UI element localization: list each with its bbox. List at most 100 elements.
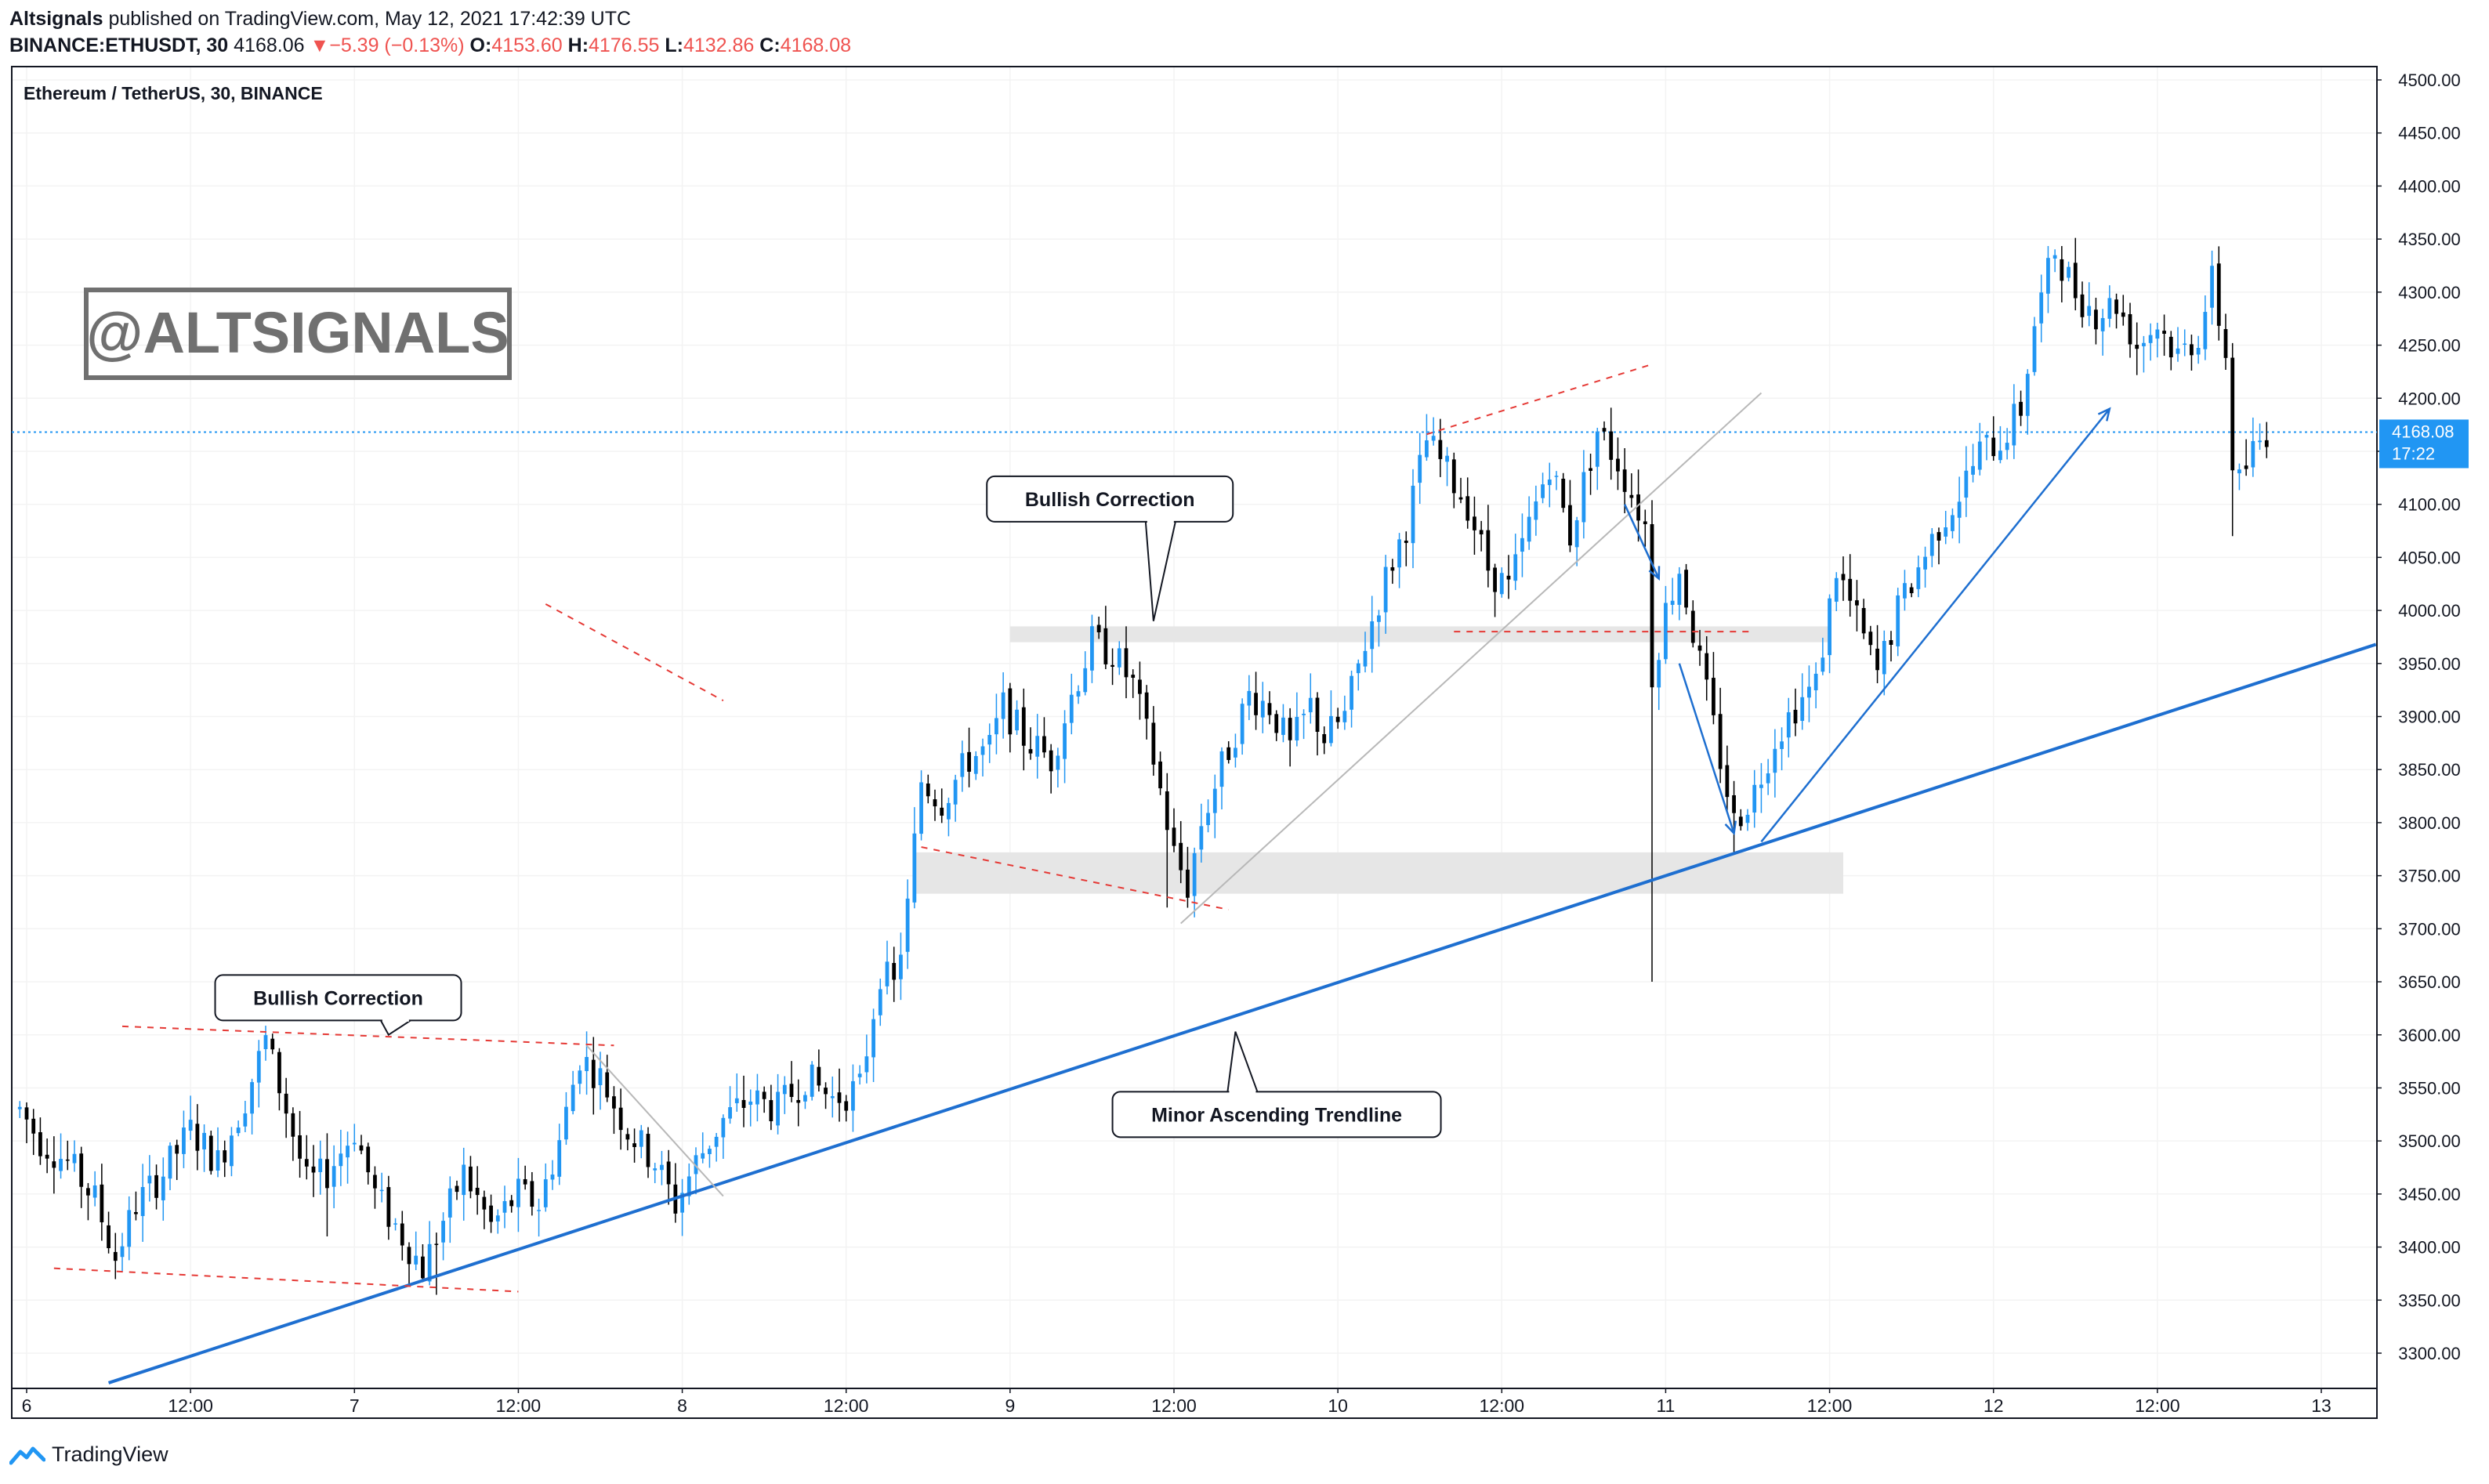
candle-body (1342, 711, 1347, 722)
watermark: @ALTSIGNALS (84, 288, 512, 380)
candle-body (1697, 645, 1702, 651)
published-text: published on TradingView.com, May 12, 20… (108, 8, 632, 30)
candle-body (1903, 583, 1907, 599)
y-tick-label: 3750.00 (2398, 867, 2461, 886)
y-tick-label: 3400.00 (2398, 1238, 2461, 1258)
candle-body (1158, 761, 1162, 789)
callouts: Bullish Correction Bullish Correction Mino… (214, 475, 1442, 1138)
y-tick-label: 4100.00 (2398, 495, 2461, 515)
candle-body (1090, 626, 1094, 671)
candle-body (2060, 259, 2064, 281)
arrow-head-icon (2097, 407, 2111, 422)
candle-body (2176, 348, 2180, 354)
candle-body (346, 1146, 350, 1158)
candle-body (844, 1101, 849, 1111)
candle-body (236, 1127, 241, 1134)
y-tick-label: 3600.00 (2398, 1026, 2461, 1045)
tradingview-brand[interactable]: TradingView (52, 1442, 168, 1466)
candle-body (1110, 664, 1114, 667)
candle-body (1049, 750, 1053, 772)
candle-body (1335, 716, 1340, 722)
candle-body (1745, 814, 1750, 823)
publisher-name[interactable]: Altsignals (9, 8, 103, 30)
candle-body (1875, 648, 1879, 671)
y-tick-label: 4250.00 (2398, 336, 2461, 356)
tradingview-logo-icon[interactable] (9, 1442, 45, 1466)
candle-body (2230, 357, 2235, 471)
candle-body (2155, 329, 2160, 339)
candle-body (208, 1135, 213, 1171)
candle-body (1909, 587, 1914, 594)
last-price: 4168.06 (234, 34, 305, 56)
candle-body (52, 1161, 56, 1168)
price-axis[interactable]: 4500.00 4450.00 4400.00 4350.00 4300.00 4250.… (2377, 71, 2461, 1363)
candle-body (1397, 539, 1401, 568)
candle-body (1984, 435, 1989, 438)
candle-body (243, 1113, 248, 1127)
candle-body (1226, 747, 1231, 760)
close-value: 4168.08 (780, 34, 852, 56)
candle-body (564, 1106, 568, 1140)
high-label: H: (567, 34, 589, 56)
candle-body (325, 1159, 329, 1189)
candle-body (1951, 515, 1955, 531)
arrow-line (1624, 504, 1660, 579)
candle-body (462, 1164, 466, 1196)
candle-body (168, 1146, 172, 1179)
plot-border (11, 66, 2378, 1419)
candle-body (59, 1159, 63, 1171)
current-price-tag: 4168.08 17:22 (2379, 419, 2469, 469)
time-axis[interactable]: 6 12:00 7 12:00 8 12:00 9 12:00 10 12:00 11 12:00 12… (22, 1388, 2331, 1416)
candle-body (1936, 532, 1941, 541)
candle-body (400, 1223, 404, 1246)
candle-body (618, 1107, 623, 1131)
candle-body (1923, 556, 1927, 570)
candle-body (721, 1117, 726, 1138)
candle-body (899, 954, 903, 979)
candle-body (1329, 715, 1333, 744)
candle-body (1718, 714, 1723, 769)
candle-body (919, 782, 923, 834)
candle-body (1855, 600, 1859, 606)
candle-body (304, 1159, 309, 1167)
candle-body (748, 1101, 753, 1106)
candle-body (147, 1175, 152, 1184)
dashed-channel-line (921, 846, 1229, 910)
candle-body (1302, 714, 1306, 715)
candle-body (1650, 523, 1654, 688)
arrow-head-icon (1724, 820, 1737, 836)
drawings (53, 363, 2377, 1384)
candle-body (1513, 554, 1518, 581)
symbol-ohlc-line: BINANCE:ETHUSDT, 30 4168.06 ▼−5.39 (−0.1… (9, 34, 851, 57)
support-zone (914, 852, 1843, 894)
candle-body (1103, 628, 1108, 664)
candle-body (1991, 437, 1996, 457)
candle-body (1861, 608, 1866, 634)
candle-body (2100, 317, 2105, 331)
candle-body (680, 1193, 684, 1213)
candle-body (864, 1056, 869, 1073)
candle-body (1451, 459, 1456, 494)
candle-body (1534, 501, 1538, 520)
candle-body (878, 989, 882, 1015)
candle-body (2135, 344, 2139, 349)
candle-body (2258, 440, 2262, 443)
candle-body (482, 1196, 487, 1210)
y-tick-label: 4400.00 (2398, 176, 2461, 196)
symbol-label[interactable]: BINANCE:ETHUSDT, 30 (9, 34, 229, 56)
candle-body (1589, 468, 1592, 471)
candle-body (769, 1100, 774, 1122)
candle-body (1206, 813, 1210, 826)
candle-body (2148, 335, 2153, 343)
candle-body (1418, 454, 1422, 483)
candle-body (1008, 688, 1013, 735)
arrow-head-icon (1648, 566, 1661, 581)
candle-body (571, 1084, 575, 1112)
candle-body (291, 1113, 295, 1137)
candle-body (1493, 567, 1497, 592)
low-label: L: (665, 34, 683, 56)
candle-body (1725, 765, 1730, 798)
candle-body (175, 1145, 179, 1154)
y-tick-label: 3850.00 (2398, 760, 2461, 780)
